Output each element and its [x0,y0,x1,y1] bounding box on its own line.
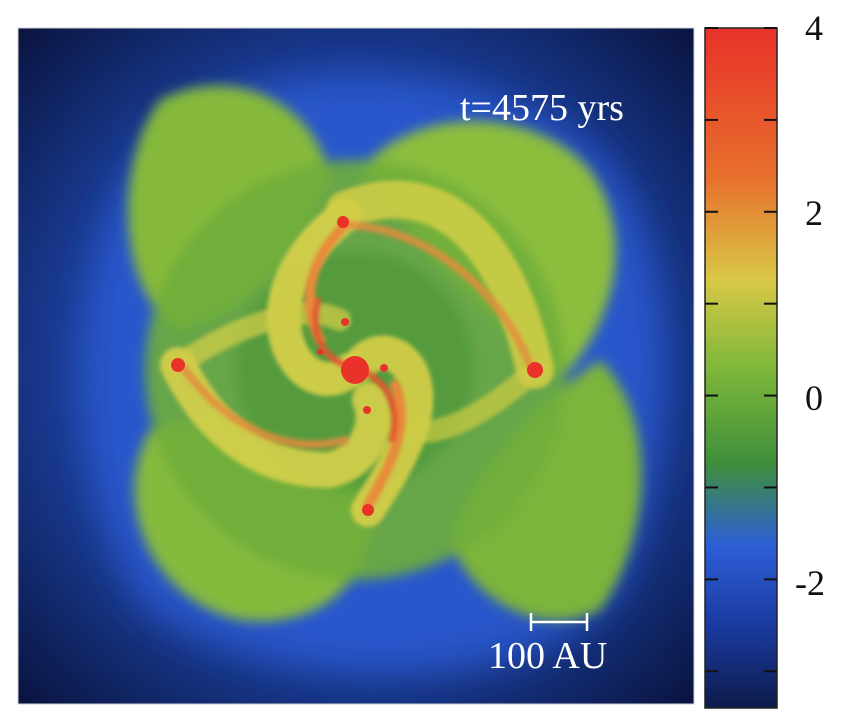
fragment [337,216,349,228]
colorbar-gradient [704,27,778,709]
time-label: t=4575 yrs [460,87,624,129]
colorbar-labels: 4 2 0 -2 [795,8,825,603]
central-protostar [341,356,369,384]
fragment [527,362,543,378]
map-frame [17,27,695,705]
colorbar-tick-label: 2 [805,193,823,233]
density-map: t=4575 yrs 100 AU [18,28,694,704]
fragment [341,318,349,326]
colorbar-tick-label: -2 [795,563,825,603]
colorbar-ticks [705,27,777,673]
colorbar: 4 2 0 -2 [704,8,825,709]
spiral-arms [160,180,554,527]
fragment [380,364,388,372]
fragment [362,504,374,516]
fragment [363,406,371,414]
colorbar-tick-label: 4 [805,8,823,48]
arm-filaments [181,220,534,510]
scale-bar [529,613,589,631]
fragment [317,349,323,355]
fragment [171,358,185,372]
colorbar-tick-label: 0 [805,378,823,418]
scale-bar-label: 100 AU [488,635,607,677]
fragments [171,216,543,516]
